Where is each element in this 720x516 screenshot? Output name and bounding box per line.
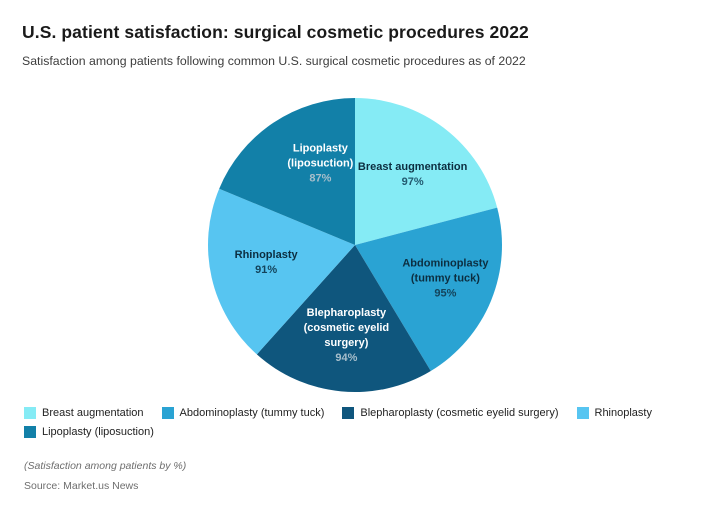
chart-title: U.S. patient satisfaction: surgical cosm… [22,22,529,42]
legend-label: Rhinoplasty [594,407,652,419]
legend-swatch-icon [24,426,36,438]
legend-item-abdominoplasty-tummy-tuck: Abdominoplasty (tummy tuck) [161,406,325,420]
legend-swatch-icon [576,407,589,419]
legend-label: Lipoplasty (liposuction) [42,426,154,438]
pie-svg [208,98,503,393]
pie-slice-breast-augmentation [355,98,498,245]
pie-slice-rhinoplasty [208,188,355,355]
legend-item-breast-augmentation: Breast augmentation [24,406,144,420]
pie-chart: Breast augmentation 97% Abdominoplasty (tum… [205,95,505,395]
legend-swatch-icon [24,407,36,419]
source-attribution: Source: Market.us News [24,480,139,492]
legend-label: Breast augmentation [42,407,144,419]
pie-slice-lipoplasty-liposuction [219,98,355,245]
legend-item-blepharoplasty-cosmetic-eyelid-surgery: Blepharoplasty (cosmetic eyelid surgery) [342,406,559,420]
legend-swatch-icon [342,407,355,419]
legend-label: Blepharoplasty (cosmetic eyelid surgery) [360,407,559,419]
legend-item-rhinoplasty: Rhinoplasty [576,406,652,420]
footnote: (Satisfaction among patients by %) [24,460,187,472]
legend: Breast augmentation Abdominoplasty (tummy… [24,406,700,439]
legend-swatch-icon [161,407,174,419]
chart-subtitle: Satisfaction among patients following co… [22,54,526,68]
pie-slice-abdominoplasty-tummy-tuck [355,207,503,371]
legend-label: Abdominoplasty (tummy tuck) [179,407,325,419]
legend-item-lipoplasty-liposuction: Lipoplasty (liposuction) [24,425,154,439]
pie-slice-blepharoplasty-cosmetic-eyelid-surgery [256,245,431,393]
